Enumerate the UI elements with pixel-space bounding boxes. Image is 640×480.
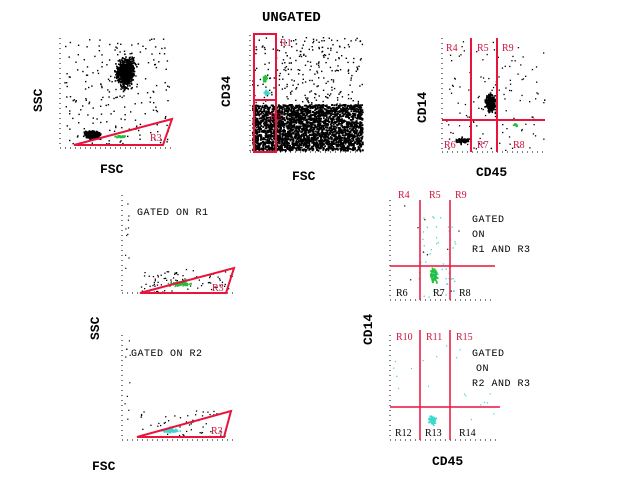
region-label: R4 bbox=[446, 43, 458, 54]
plot-cd45-cd14-ungated bbox=[441, 38, 545, 153]
x-axis-label: FSC bbox=[92, 459, 116, 474]
panel-caption-line: R2 AND R3 bbox=[472, 379, 531, 390]
gate-label: R1 bbox=[280, 38, 292, 49]
panel-caption-line: R1 AND R3 bbox=[472, 245, 531, 256]
y-axis-label: SSC bbox=[31, 88, 46, 112]
panel-caption-line: ON bbox=[472, 230, 486, 241]
plot-fsc-ssc-gated-r2 bbox=[121, 335, 235, 441]
region-label: R7 bbox=[433, 288, 445, 299]
gate-label: R3 bbox=[212, 283, 224, 294]
page-title: UNGATED bbox=[262, 10, 321, 26]
y-axis-label: SSC bbox=[88, 316, 103, 340]
region-label: R12 bbox=[395, 428, 412, 439]
gate-r3 bbox=[139, 266, 236, 294]
region-label: R13 bbox=[425, 428, 442, 439]
x-axis-label: CD45 bbox=[432, 454, 464, 469]
region-label: R6 bbox=[396, 288, 408, 299]
x-axis-label: FSC bbox=[100, 162, 124, 177]
region-label: R6 bbox=[444, 140, 456, 151]
plot-fsc-cd34-ungated bbox=[249, 33, 362, 153]
y-axis-label: CD14 bbox=[415, 91, 430, 123]
x-axis-label: FSC bbox=[292, 169, 316, 184]
region-label: R11 bbox=[426, 332, 443, 343]
panel-caption: GATED ON R2 bbox=[131, 349, 203, 360]
gate-label: R3 bbox=[211, 426, 223, 437]
gate-r1 bbox=[253, 33, 277, 101]
y-axis-label: CD14 bbox=[361, 313, 376, 345]
plot-cd45-cd14-gated-r2-r3 bbox=[389, 330, 500, 441]
panel-caption: GATED ON R1 bbox=[137, 208, 209, 219]
plot-fsc-ssc-ungated bbox=[59, 38, 175, 149]
scatter-dots-layer bbox=[64, 36, 546, 438]
gate-label: R2 bbox=[270, 112, 282, 123]
region-label: R9 bbox=[502, 43, 514, 54]
region-label: R5 bbox=[429, 190, 441, 201]
region-label: R9 bbox=[455, 190, 467, 201]
panel-caption-line: GATED bbox=[472, 215, 505, 226]
region-label: R15 bbox=[456, 332, 473, 343]
region-label: R4 bbox=[398, 190, 410, 201]
x-axis-label: CD45 bbox=[476, 165, 508, 180]
region-label: R10 bbox=[396, 332, 413, 343]
region-label: R5 bbox=[477, 43, 489, 54]
plot-fsc-ssc-gated-r1 bbox=[121, 195, 236, 294]
region-label: R8 bbox=[459, 288, 471, 299]
panel-caption-line: GATED bbox=[472, 349, 505, 360]
gate-r3 bbox=[136, 409, 233, 438]
gate-r3 bbox=[73, 117, 174, 146]
panel-caption-line: ON bbox=[476, 364, 490, 375]
region-label: R8 bbox=[513, 140, 525, 151]
gate-r2 bbox=[253, 99, 277, 153]
region-label: R14 bbox=[459, 428, 476, 439]
y-axis-label: CD34 bbox=[219, 75, 234, 107]
plot-cd45-cd14-gated-r1-r3 bbox=[389, 200, 495, 301]
gate-label: R3 bbox=[150, 133, 162, 144]
region-label: R7 bbox=[477, 140, 489, 151]
